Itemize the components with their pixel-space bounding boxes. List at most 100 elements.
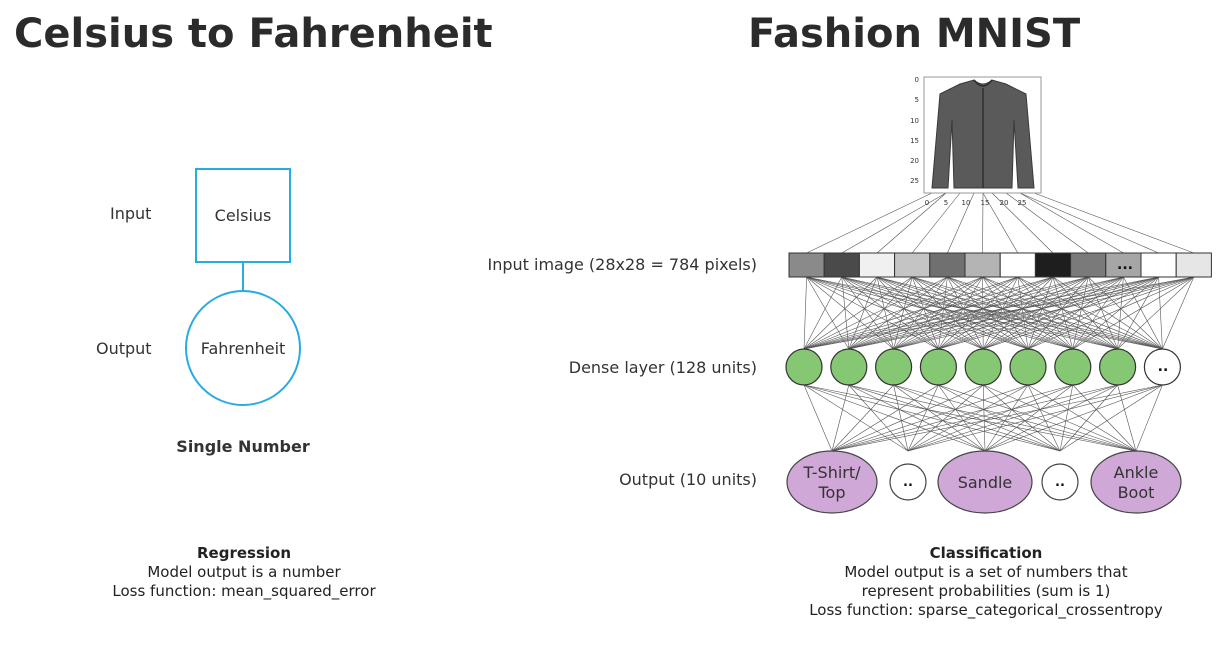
connection-line — [848, 276, 1194, 350]
connection-line — [803, 384, 833, 452]
connection-line — [831, 384, 939, 452]
connection-line — [938, 276, 983, 350]
connection-line — [893, 276, 913, 350]
connection-line — [876, 192, 947, 254]
connection-line — [806, 276, 850, 350]
connection-line — [984, 384, 1073, 452]
connection-line — [803, 276, 807, 350]
x-tick-label: 10 — [962, 199, 971, 207]
connection-line — [938, 276, 1019, 350]
connection-line — [982, 384, 986, 452]
connection-line — [893, 384, 909, 452]
input-pixel — [1034, 252, 1072, 278]
dense-node — [830, 348, 868, 386]
connection-line — [907, 384, 1073, 452]
input-pixel — [929, 252, 966, 278]
y-tick-label: 10 — [910, 117, 919, 125]
network-connections — [803, 192, 1195, 452]
output-node-label: Sandle — [958, 473, 1013, 492]
connection-line — [848, 276, 1054, 350]
connection-line — [803, 276, 913, 350]
connection-line — [803, 276, 1124, 350]
connection-line — [806, 276, 1029, 350]
y-tick-label: 20 — [910, 157, 919, 165]
connection-line — [848, 384, 1137, 452]
connection-line — [1162, 276, 1195, 350]
connection-line — [1117, 276, 1195, 350]
dense-layer-nodes — [785, 348, 1182, 386]
x-tick-label: 25 — [1018, 199, 1027, 207]
connection-line — [912, 276, 1073, 350]
connection-line — [893, 384, 1061, 452]
connection-line — [1059, 384, 1074, 452]
connection-line — [984, 384, 1029, 452]
input-layer-label: Input image (28x28 = 784 pixels) — [487, 255, 757, 274]
connection-line — [876, 276, 939, 350]
connection-line — [841, 276, 894, 350]
connection-line — [848, 276, 1159, 350]
input-pixel — [1070, 252, 1107, 278]
output-layer-nodes: T-Shirt/ Top .. Sandle .. Ankle Boot — [786, 450, 1182, 514]
connection-line — [893, 276, 983, 350]
connection-line — [911, 276, 939, 350]
connection-line — [907, 384, 1118, 452]
connection-line — [848, 276, 878, 350]
y-tick-label: 0 — [915, 76, 919, 84]
connection-line — [806, 276, 894, 350]
regression-caption-title: Regression — [196, 544, 291, 562]
connection-line — [907, 384, 1029, 452]
connection-line — [841, 276, 1029, 350]
connection-line — [876, 276, 1163, 350]
connection-line — [893, 276, 1089, 350]
connection-line — [907, 384, 1163, 452]
input-pixel — [788, 252, 825, 278]
connection-line — [1005, 192, 1089, 254]
connection-line — [938, 276, 1089, 350]
title-celsius-to-fahrenheit: Celsius to Fahrenheit — [14, 11, 493, 57]
connection-line — [893, 276, 1159, 350]
connection-line — [893, 384, 1137, 452]
dense-node — [919, 348, 958, 386]
input-pixel — [1140, 252, 1177, 278]
connection-line — [984, 384, 1118, 452]
output-node-ankle-boot — [1090, 450, 1182, 514]
connection-line — [912, 276, 1163, 350]
connection-line — [806, 276, 984, 350]
connection-line — [848, 384, 986, 452]
connection-line — [803, 276, 878, 350]
regression-caption-line: Model output is a number — [147, 563, 341, 581]
connection-line — [806, 192, 933, 254]
image-y-ticks: 0 5 10 15 20 25 — [910, 76, 919, 185]
connection-line — [1117, 276, 1159, 350]
connection-line — [947, 276, 1118, 350]
single-number-caption: Single Number — [176, 437, 310, 456]
output-node-sandle — [937, 450, 1033, 514]
output-node-ellipsis — [889, 463, 927, 501]
connection-line — [1033, 192, 1194, 254]
connection-line — [803, 384, 986, 452]
connection-line — [947, 192, 975, 254]
dense-node-ellipsis — [1143, 348, 1182, 386]
connection-line — [1059, 384, 1163, 452]
input-pixel — [1105, 252, 1142, 278]
connection-line — [893, 276, 1124, 350]
connection-line — [907, 384, 939, 452]
connection-line — [876, 276, 894, 350]
output-row-label: Output — [96, 339, 152, 358]
regression-diagram: Input Output Celsius Fahrenheit Single N… — [96, 168, 310, 456]
shirt-icon — [931, 79, 1035, 189]
connection-line — [938, 276, 1124, 350]
connection-line — [1027, 276, 1194, 350]
connection-line — [938, 276, 1194, 350]
connection-line — [911, 192, 961, 254]
connection-line — [803, 276, 1054, 350]
connection-line — [848, 384, 1061, 452]
connection-line — [893, 276, 1018, 350]
connection-line — [947, 276, 1163, 350]
y-tick-label: 5 — [915, 96, 919, 104]
connection-line — [803, 276, 948, 350]
connection-line — [841, 276, 1073, 350]
dense-node — [1054, 348, 1092, 386]
connection-line — [848, 276, 948, 350]
